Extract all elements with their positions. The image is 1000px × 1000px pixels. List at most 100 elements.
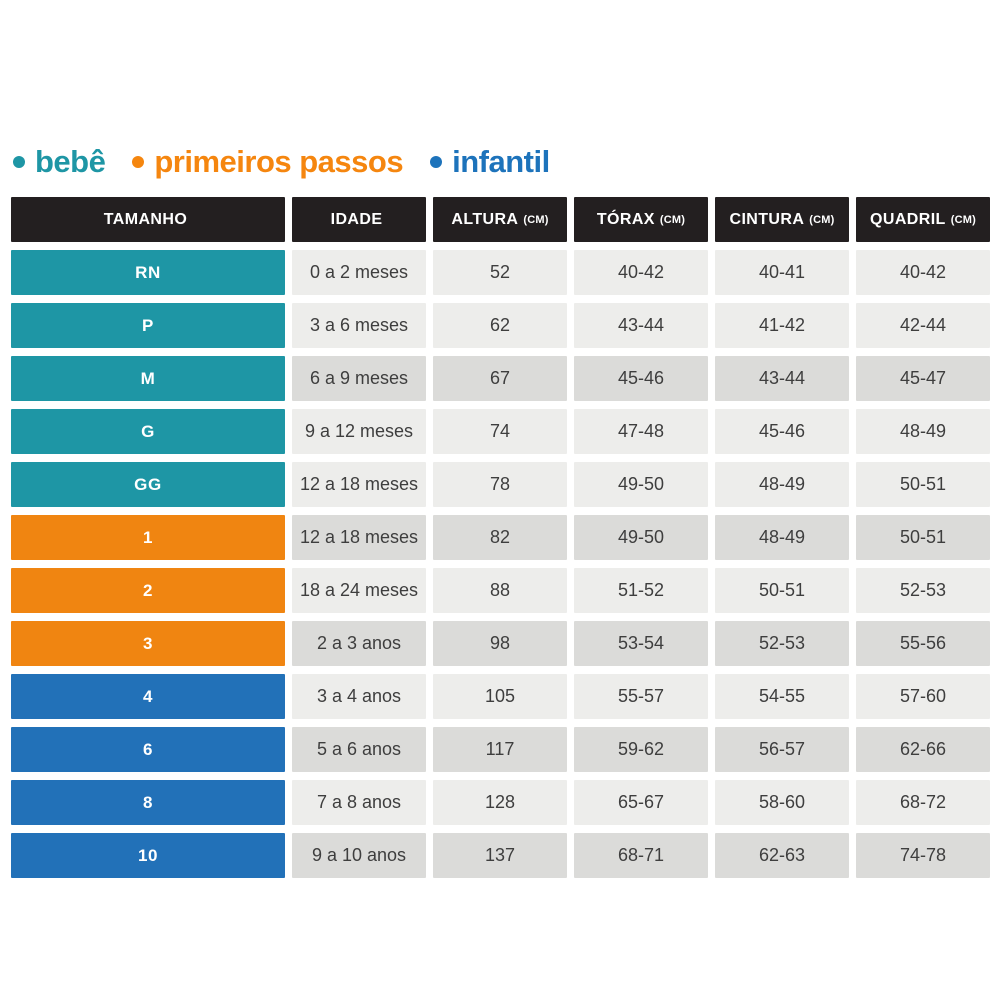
size-cell: M xyxy=(11,356,285,401)
bullet-icon xyxy=(132,156,145,168)
header-label: TÓRAX xyxy=(596,210,655,228)
cell-age: 12 a 18 meses xyxy=(292,462,426,507)
header-label: TAMANHO xyxy=(103,210,188,228)
cell-age: 9 a 12 meses xyxy=(292,409,426,454)
cell-age: 7 a 8 anos xyxy=(292,780,426,825)
bullet-icon xyxy=(13,156,25,168)
cell-height: 117 xyxy=(433,727,567,772)
size-cell: 6 xyxy=(11,727,285,772)
cell-hip: 50-51 xyxy=(856,462,990,507)
size-cell: 2 xyxy=(11,568,285,613)
cell-waist: 52-53 xyxy=(715,621,849,666)
cell-hip: 68-72 xyxy=(856,780,990,825)
cell-age: 0 a 2 meses xyxy=(292,250,426,295)
cell-age: 12 a 18 meses xyxy=(292,515,426,560)
cell-waist: 58-60 xyxy=(715,780,849,825)
cell-waist: 48-49 xyxy=(715,462,849,507)
cell-waist: 40-41 xyxy=(715,250,849,295)
cell-height: 137 xyxy=(433,833,567,878)
bullet-icon xyxy=(430,156,443,168)
legend-item-infantil: infantil xyxy=(430,144,550,180)
column-header-cintura: CINTURA (CM) xyxy=(715,197,849,242)
size-cell: G xyxy=(11,409,285,454)
size-cell: 1 xyxy=(11,515,285,560)
cell-hip: 52-53 xyxy=(856,568,990,613)
header-unit: (CM) xyxy=(523,213,549,226)
header-unit: (CM) xyxy=(659,213,686,226)
cell-height: 128 xyxy=(433,780,567,825)
cell-hip: 48-49 xyxy=(856,409,990,454)
cell-height: 78 xyxy=(433,462,567,507)
size-cell: P xyxy=(11,303,285,348)
legend-label-primeiros-passos: primeiros passos xyxy=(154,144,404,179)
cell-age: 6 a 9 meses xyxy=(292,356,426,401)
size-cell: 4 xyxy=(11,674,285,719)
cell-waist: 45-46 xyxy=(715,409,849,454)
cell-chest: 45-46 xyxy=(574,356,708,401)
cell-age: 18 a 24 meses xyxy=(292,568,426,613)
header-label: IDADE xyxy=(330,210,383,228)
cell-hip: 42-44 xyxy=(856,303,990,348)
column-header-quadril: QUADRIL (CM) xyxy=(856,197,990,242)
cell-height: 67 xyxy=(433,356,567,401)
column-header-altura: ALTURA (CM) xyxy=(433,197,567,242)
cell-waist: 48-49 xyxy=(715,515,849,560)
cell-height: 98 xyxy=(433,621,567,666)
column-header-torax: TÓRAX (CM) xyxy=(574,197,708,242)
cell-hip: 62-66 xyxy=(856,727,990,772)
cell-waist: 41-42 xyxy=(715,303,849,348)
cell-age: 2 a 3 anos xyxy=(292,621,426,666)
legend-label-bebe: bebê xyxy=(35,144,106,179)
cell-age: 9 a 10 anos xyxy=(292,833,426,878)
cell-chest: 43-44 xyxy=(574,303,708,348)
cell-hip: 40-42 xyxy=(856,250,990,295)
cell-chest: 47-48 xyxy=(574,409,708,454)
cell-waist: 56-57 xyxy=(715,727,849,772)
cell-age: 3 a 6 meses xyxy=(292,303,426,348)
size-cell: GG xyxy=(11,462,285,507)
header-label: CINTURA xyxy=(729,210,805,228)
legend-label-infantil: infantil xyxy=(452,144,550,179)
size-chart-table: TAMANHO IDADE ALTURA (CM) TÓRAX (CM) CINTU… xyxy=(11,197,990,878)
cell-age: 5 a 6 anos xyxy=(292,727,426,772)
cell-chest: 68-71 xyxy=(574,833,708,878)
cell-chest: 55-57 xyxy=(574,674,708,719)
header-label: QUADRIL xyxy=(870,210,946,228)
header-unit: (CM) xyxy=(809,213,835,226)
cell-chest: 49-50 xyxy=(574,462,708,507)
column-header-idade: IDADE xyxy=(292,197,426,242)
cell-hip: 45-47 xyxy=(856,356,990,401)
legend-item-bebe: bebê xyxy=(13,144,106,180)
cell-chest: 53-54 xyxy=(574,621,708,666)
cell-height: 88 xyxy=(433,568,567,613)
cell-height: 62 xyxy=(433,303,567,348)
cell-hip: 50-51 xyxy=(856,515,990,560)
cell-hip: 55-56 xyxy=(856,621,990,666)
cell-hip: 57-60 xyxy=(856,674,990,719)
cell-height: 74 xyxy=(433,409,567,454)
size-cell: 3 xyxy=(11,621,285,666)
header-label: ALTURA xyxy=(451,210,519,228)
size-cell: 8 xyxy=(11,780,285,825)
cell-chest: 59-62 xyxy=(574,727,708,772)
category-legend: bebê primeiros passos infantil xyxy=(13,144,550,180)
size-cell: 10 xyxy=(11,833,285,878)
cell-chest: 65-67 xyxy=(574,780,708,825)
cell-chest: 51-52 xyxy=(574,568,708,613)
legend-item-primeiros-passos: primeiros passos xyxy=(132,144,404,180)
cell-height: 105 xyxy=(433,674,567,719)
column-header-tamanho: TAMANHO xyxy=(11,197,285,242)
header-unit: (CM) xyxy=(950,213,976,226)
cell-waist: 43-44 xyxy=(715,356,849,401)
cell-age: 3 a 4 anos xyxy=(292,674,426,719)
cell-waist: 62-63 xyxy=(715,833,849,878)
cell-waist: 54-55 xyxy=(715,674,849,719)
size-cell: RN xyxy=(11,250,285,295)
cell-chest: 49-50 xyxy=(574,515,708,560)
cell-chest: 40-42 xyxy=(574,250,708,295)
cell-waist: 50-51 xyxy=(715,568,849,613)
cell-height: 52 xyxy=(433,250,567,295)
cell-height: 82 xyxy=(433,515,567,560)
cell-hip: 74-78 xyxy=(856,833,990,878)
